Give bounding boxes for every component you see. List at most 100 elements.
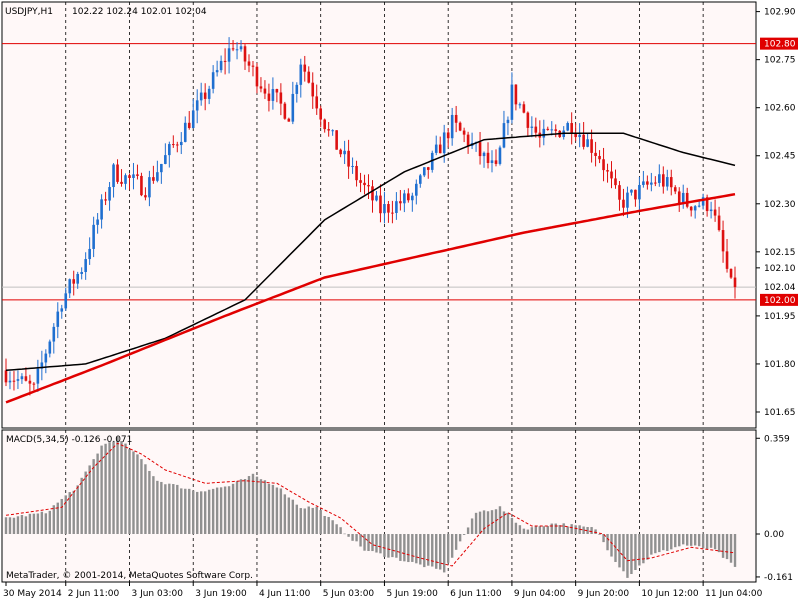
macd-bar bbox=[733, 534, 737, 567]
horizontal-levels bbox=[2, 43, 756, 301]
candle-body bbox=[331, 130, 334, 132]
macd-bar bbox=[403, 534, 406, 562]
candle-body bbox=[307, 71, 311, 83]
macd-bar bbox=[486, 511, 490, 534]
candle-body bbox=[156, 172, 159, 181]
candle-body bbox=[40, 362, 44, 369]
macd-bar bbox=[713, 534, 717, 550]
candle-body bbox=[100, 199, 103, 220]
candle-body bbox=[335, 130, 338, 150]
candle-body bbox=[379, 195, 382, 214]
candle-body bbox=[518, 104, 522, 106]
candle-body bbox=[168, 144, 171, 156]
moving-averages bbox=[5, 132, 736, 404]
candle-body bbox=[60, 308, 64, 312]
macd-bar bbox=[16, 516, 20, 534]
macd-bar bbox=[697, 534, 701, 547]
macd-bar bbox=[522, 528, 526, 534]
macd-bar bbox=[494, 509, 498, 534]
macd-bar bbox=[128, 449, 131, 534]
macd-bar bbox=[100, 445, 103, 534]
candle-body bbox=[12, 380, 16, 382]
candle-body bbox=[203, 92, 207, 99]
macd-bar bbox=[371, 534, 374, 552]
macd-bar bbox=[717, 534, 721, 553]
candle-body bbox=[709, 209, 713, 212]
candle-body bbox=[566, 123, 569, 131]
macd-bar bbox=[144, 464, 147, 534]
macd-bar bbox=[120, 441, 123, 534]
macd-bar bbox=[199, 491, 203, 534]
macd-bar bbox=[32, 513, 36, 534]
candle-body bbox=[534, 126, 538, 133]
candle-body bbox=[8, 380, 12, 383]
price-axis: 102.90 102.75 102.60 102.45 102.30 102.15 101.… bbox=[756, 8, 798, 418]
candle-body bbox=[610, 171, 613, 179]
macd-bar bbox=[490, 510, 494, 534]
candle-body bbox=[642, 181, 645, 185]
macd-bar bbox=[140, 459, 143, 534]
time-tick-label: 10 Jun 12:00 bbox=[641, 589, 698, 599]
macd-bar bbox=[554, 523, 557, 534]
macd-bar bbox=[283, 494, 287, 534]
candle-body bbox=[729, 268, 733, 278]
macd-bar bbox=[172, 484, 175, 534]
macd-bar bbox=[387, 534, 390, 558]
macd-bar bbox=[132, 451, 135, 534]
macd-bar bbox=[319, 510, 322, 534]
candle-body bbox=[654, 182, 657, 184]
macd-bar bbox=[267, 483, 271, 534]
macd-bar bbox=[526, 529, 530, 534]
macd-bar bbox=[207, 489, 211, 534]
candle-body bbox=[175, 144, 179, 146]
macd-title: MACD(5,34,5) -0.126 -0.071 bbox=[6, 435, 132, 445]
macd-bar bbox=[478, 511, 482, 534]
macd-bar bbox=[148, 470, 151, 534]
macd-bar bbox=[391, 534, 394, 558]
macd-bar bbox=[327, 516, 330, 534]
macd-bar bbox=[701, 534, 705, 549]
candle-body bbox=[550, 129, 554, 131]
candle-body bbox=[650, 182, 653, 185]
macd-bar bbox=[446, 534, 450, 563]
macd-bar bbox=[359, 534, 362, 547]
candle-body bbox=[24, 376, 28, 381]
macd-bar bbox=[124, 443, 127, 534]
candle-body bbox=[327, 129, 330, 131]
macd-bar bbox=[622, 534, 625, 572]
macd-bar bbox=[506, 512, 510, 534]
candle-body bbox=[32, 383, 36, 385]
macd-bar bbox=[84, 471, 87, 534]
candle-body bbox=[4, 370, 8, 383]
candle-body bbox=[681, 192, 685, 204]
candle-body bbox=[450, 114, 454, 139]
macd-bar bbox=[670, 534, 673, 550]
macd-bar bbox=[28, 513, 32, 534]
ma-fast-line bbox=[5, 192, 736, 404]
candle-body bbox=[426, 167, 430, 170]
vertical-grid bbox=[3, 2, 755, 582]
macd-bar bbox=[379, 534, 382, 554]
macd-bar bbox=[44, 513, 48, 534]
candle-body bbox=[263, 88, 267, 94]
macd-bar bbox=[546, 526, 549, 534]
candle-body bbox=[717, 215, 721, 231]
macd-signal-line bbox=[5, 442, 736, 567]
price-tick-label: 102.60 bbox=[764, 104, 796, 114]
macd-bar bbox=[594, 529, 597, 534]
candle-body bbox=[546, 128, 550, 130]
macd-bar bbox=[339, 527, 342, 534]
macd-bar bbox=[450, 534, 454, 558]
macd-bar bbox=[168, 483, 171, 534]
candle-body bbox=[164, 155, 167, 164]
macd-bar bbox=[4, 517, 8, 534]
time-tick-label: 5 Jun 03:00 bbox=[323, 589, 375, 599]
candle-body bbox=[586, 139, 589, 147]
macd-bar bbox=[682, 534, 685, 545]
macd-bar bbox=[243, 479, 247, 534]
candle-body bbox=[299, 64, 303, 85]
macd-bar bbox=[423, 534, 426, 568]
macd-bar bbox=[192, 490, 195, 534]
macd-bar bbox=[431, 534, 434, 567]
macd-bar bbox=[610, 534, 613, 557]
